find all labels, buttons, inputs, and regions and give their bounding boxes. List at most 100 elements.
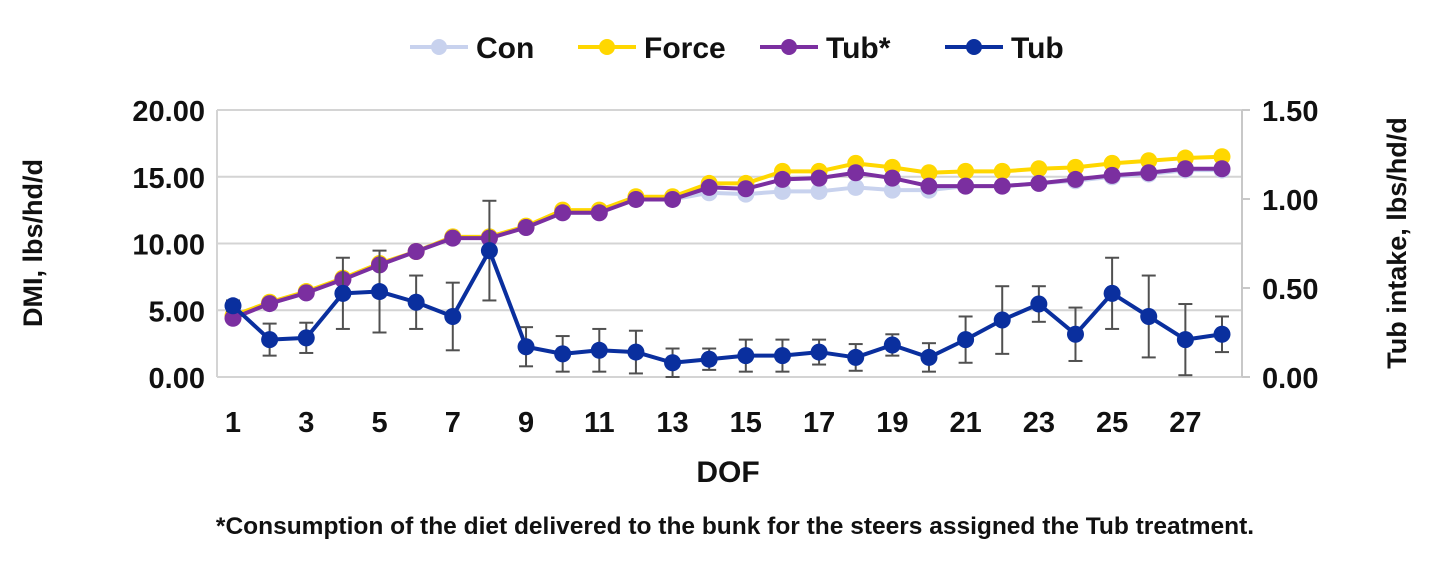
data-point — [993, 162, 1011, 180]
data-point — [1176, 331, 1194, 349]
footnote: *Consumption of the diet delivered to th… — [216, 513, 1254, 540]
data-point — [407, 243, 425, 261]
y2-tick-label: 1.00 — [1262, 185, 1318, 217]
data-point — [920, 177, 938, 195]
data-point — [1140, 164, 1158, 182]
data-point — [773, 182, 791, 200]
legend-label: Force — [644, 32, 726, 65]
data-point — [1140, 152, 1158, 170]
data-point — [590, 341, 608, 359]
x-tick-label: 21 — [949, 407, 981, 439]
data-point — [224, 297, 242, 315]
data-point — [407, 293, 425, 311]
data-point — [664, 354, 682, 372]
x-tick-label: 5 — [371, 407, 387, 439]
data-point — [773, 170, 791, 188]
legend: Con Force Tub* Tub — [410, 32, 1064, 65]
y2-tick-label: 1.50 — [1262, 96, 1318, 128]
x-tick-label: 27 — [1169, 407, 1201, 439]
y-tick-label: 10.00 — [132, 230, 205, 262]
x-tick-label: 11 — [584, 407, 615, 439]
legend-item: Tub — [945, 32, 1064, 65]
data-point — [627, 190, 645, 208]
data-point — [700, 178, 718, 196]
data-point — [1066, 170, 1084, 188]
legend-item: Force — [578, 32, 726, 65]
y-axis-label: DMI, lbs/hd/d — [18, 159, 48, 327]
data-point — [1103, 154, 1121, 172]
x-tick-label: 9 — [518, 407, 534, 439]
x-tick-label: 15 — [730, 407, 762, 439]
data-point — [810, 343, 828, 361]
data-point — [590, 204, 608, 222]
data-point — [957, 331, 975, 349]
gridlines — [217, 109, 1242, 378]
data-point — [1103, 284, 1121, 302]
x-tick-label: 25 — [1096, 407, 1128, 439]
x-axis-label: DOF — [696, 456, 759, 489]
x-tick-label: 7 — [445, 407, 461, 439]
y2-axis-label: Tub intake, lbs/hd/d — [1382, 117, 1412, 369]
data-point — [1030, 174, 1048, 192]
legend-marker — [966, 39, 982, 55]
legend-item: Con — [410, 32, 534, 65]
data-point — [1176, 160, 1194, 178]
series-line — [231, 248, 1223, 365]
data-point — [700, 350, 718, 368]
data-point — [957, 162, 975, 180]
data-point — [224, 309, 242, 327]
x-tick-label: 1 — [225, 407, 241, 439]
data-point — [810, 182, 828, 200]
data-point — [957, 177, 975, 195]
y2-tick-label: 0.50 — [1262, 274, 1318, 306]
legend-label: Con — [476, 32, 534, 65]
data-point — [847, 348, 865, 366]
x-tick-label: 23 — [1023, 407, 1055, 439]
data-point — [920, 164, 938, 182]
series-line — [232, 166, 1222, 321]
data-point — [627, 343, 645, 361]
data-point — [554, 345, 572, 363]
data-point — [993, 311, 1011, 329]
x-tick-label: 17 — [803, 407, 835, 439]
data-point — [847, 164, 865, 182]
legend-item: Tub* — [760, 32, 891, 65]
legend-label: Tub — [1011, 32, 1064, 65]
data-point — [554, 204, 572, 222]
data-point — [1066, 158, 1084, 176]
y-tick-label: 15.00 — [132, 163, 205, 195]
y2-tick-label: 0.00 — [1262, 363, 1318, 395]
data-point — [1030, 160, 1048, 178]
axes: 0.00 5.00 10.00 15.00 20.00 0.00 0.50 1.00 1.50 1… — [132, 96, 1318, 439]
data-point — [1140, 307, 1158, 325]
legend-marker — [781, 39, 797, 55]
data-point — [1213, 325, 1231, 343]
data-point — [664, 190, 682, 208]
data-point — [517, 338, 535, 356]
series-tub — [224, 199, 1231, 378]
data-point — [1213, 160, 1231, 178]
data-point — [883, 336, 901, 354]
data-point — [517, 218, 535, 236]
data-point — [297, 284, 315, 302]
data-point — [810, 169, 828, 187]
data-point — [371, 283, 389, 301]
x-tick-label: 13 — [656, 407, 688, 439]
y-tick-label: 5.00 — [149, 296, 205, 328]
x-tick-label: 19 — [876, 407, 908, 439]
y-tick-label: 0.00 — [149, 363, 205, 395]
data-point — [737, 180, 755, 198]
series-layer — [224, 148, 1231, 378]
data-point — [1103, 166, 1121, 184]
data-point — [261, 295, 279, 313]
data-point — [993, 177, 1011, 195]
data-point — [1030, 295, 1048, 313]
y-tick-label: 20.00 — [132, 96, 205, 128]
legend-marker — [431, 39, 447, 55]
data-point — [334, 284, 352, 302]
data-point — [737, 347, 755, 365]
data-point — [444, 307, 462, 325]
data-point — [920, 348, 938, 366]
x-tick-label: 3 — [298, 407, 314, 439]
